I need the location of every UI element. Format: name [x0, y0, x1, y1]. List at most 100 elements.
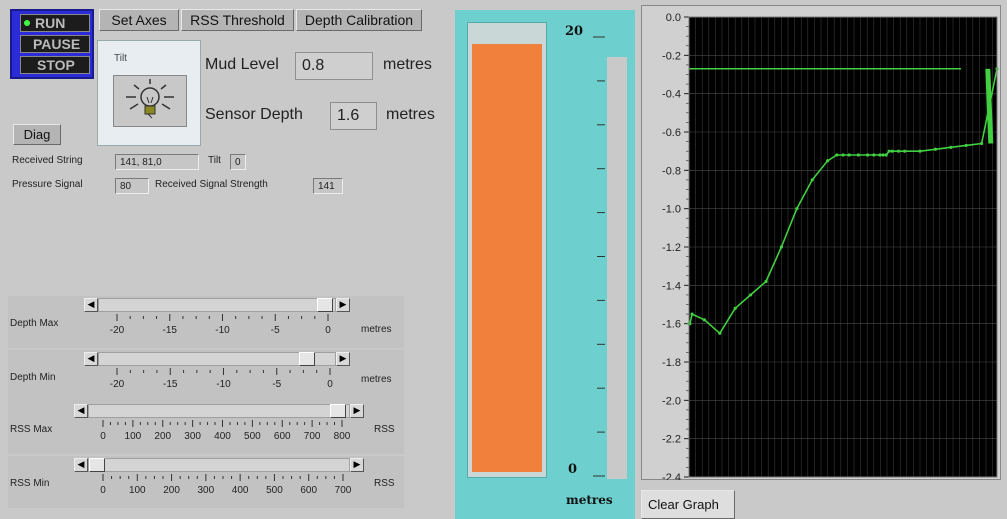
mud-level-unit: metres [383, 56, 432, 73]
series-point [890, 149, 894, 153]
slider-tick-label: 800 [333, 431, 351, 442]
series-point [896, 149, 901, 153]
pressure-signal-value: 80 [115, 178, 149, 194]
slider-increment-arrow-icon[interactable]: ▶ [350, 404, 364, 418]
y-tick-label: 0.0 [666, 12, 681, 24]
stop-label: STOP [37, 57, 75, 73]
tilt-value: 0 [230, 154, 246, 170]
series-point [718, 331, 722, 335]
slider-ticks [102, 420, 343, 427]
slider-ticks [116, 368, 331, 375]
slider-track[interactable] [98, 298, 336, 312]
slider-thumb[interactable] [330, 404, 346, 418]
pause-button[interactable]: PAUSE [20, 35, 90, 53]
slider-increment-arrow-icon[interactable]: ▶ [336, 352, 350, 366]
run-button[interactable]: RUN [20, 14, 90, 32]
slider-track[interactable] [88, 458, 350, 472]
diag-button[interactable]: Diag [13, 124, 61, 145]
level-unit-label: metres [566, 493, 613, 507]
series-point [878, 153, 882, 157]
slider-increment-arrow-icon[interactable]: ▶ [336, 298, 350, 312]
slider-tick-label: -5 [272, 379, 282, 390]
slider-increment-arrow-icon[interactable]: ▶ [350, 458, 364, 472]
pause-label: PAUSE [33, 36, 81, 52]
slider-tick-label: 200 [163, 485, 180, 496]
received-signal-strength-value: 141 [313, 178, 343, 194]
series-point [980, 141, 984, 146]
series-point [841, 153, 845, 157]
mud-level-field[interactable]: 0.8 [295, 52, 373, 80]
set-axes-button[interactable]: Set Axes [99, 9, 179, 31]
slider-thumb[interactable] [89, 458, 105, 472]
depth-calibration-button[interactable]: Depth Calibration [296, 9, 422, 31]
level-top-label: 20 [565, 24, 584, 39]
tilt-title: Tilt [114, 53, 127, 64]
slider-unit-label: metres [361, 324, 392, 335]
y-tick-label: -0.6 [662, 127, 681, 139]
slider-tick-label: 400 [231, 485, 249, 496]
slider-decrement-arrow-icon[interactable]: ◀ [74, 458, 88, 472]
tilt-lamp-frame [113, 75, 187, 127]
series-point [702, 318, 706, 322]
slider-label: RSS Max [10, 424, 53, 435]
slider-tick-label: -10 [216, 379, 231, 390]
received-string-value: 141, 81,0 [115, 154, 199, 170]
slider-tick-label: 0 [100, 485, 106, 496]
slider-label: RSS Min [10, 478, 50, 489]
slider-tick-label: 300 [184, 431, 201, 442]
slider-tick-label: 0 [325, 325, 331, 336]
series-point [795, 207, 799, 211]
series-point [918, 149, 922, 153]
y-tick-label: -1.8 [662, 357, 681, 369]
y-tick-label: -2.2 [662, 434, 681, 446]
plot-border [688, 16, 998, 478]
slider-decrement-arrow-icon[interactable]: ◀ [84, 352, 98, 366]
pressure-signal-label: Pressure Signal [12, 179, 83, 190]
mud-level-fill [472, 44, 542, 472]
slider-thumb[interactable] [317, 298, 333, 312]
slider-track[interactable] [88, 404, 350, 418]
y-tick-label: -1.4 [662, 280, 681, 292]
run-control-panel: RUN PAUSE STOP [10, 9, 94, 79]
series-point [749, 293, 753, 297]
slider-decrement-arrow-icon[interactable]: ◀ [74, 404, 88, 418]
tilt-value-label: Tilt [208, 155, 221, 166]
slider-track[interactable] [98, 352, 336, 366]
slider-tick-label: -10 [215, 325, 230, 336]
clear-graph-button[interactable]: Clear Graph [641, 490, 735, 519]
slider-ticks [116, 314, 329, 321]
run-label: RUN [35, 15, 66, 31]
y-tick-label: -2.0 [662, 395, 681, 407]
sensor-depth-field[interactable]: 1.6 [330, 102, 377, 130]
rss-threshold-button[interactable]: RSS Threshold [181, 9, 294, 31]
slider-tick-label: -15 [163, 379, 178, 390]
slider-thumb[interactable] [299, 352, 315, 366]
series-point [933, 147, 937, 151]
series-point [779, 245, 783, 249]
slider-tick-label: 400 [214, 431, 231, 442]
series-point [764, 279, 768, 284]
level-scale [593, 36, 605, 477]
slider-ticks [102, 474, 344, 481]
slider-tick-label: 500 [266, 485, 283, 496]
mud-level-label: Mud Level [205, 56, 279, 73]
lightbulb-icon [126, 79, 174, 119]
slider-tick-label: 200 [154, 431, 172, 442]
series-point [887, 149, 891, 153]
slider-tick-label: -5 [270, 325, 280, 336]
run-indicator-icon [24, 20, 30, 26]
slider-tick-label: -20 [109, 325, 125, 336]
slider-tick-label: 100 [124, 431, 142, 442]
slider-tick-label: -20 [109, 379, 125, 390]
slider-tick-label: 500 [244, 431, 261, 442]
series-point [826, 159, 830, 163]
slider-decrement-arrow-icon[interactable]: ◀ [84, 298, 98, 312]
slider-tick-label: 0 [100, 431, 106, 442]
y-tick-label: -1.2 [662, 242, 681, 254]
stop-button[interactable]: STOP [20, 56, 90, 74]
slider-label: Depth Min [10, 372, 56, 383]
series-point [949, 145, 953, 149]
series-point [856, 153, 860, 157]
y-tick-label: -1.0 [662, 204, 681, 216]
series-point [810, 178, 814, 182]
